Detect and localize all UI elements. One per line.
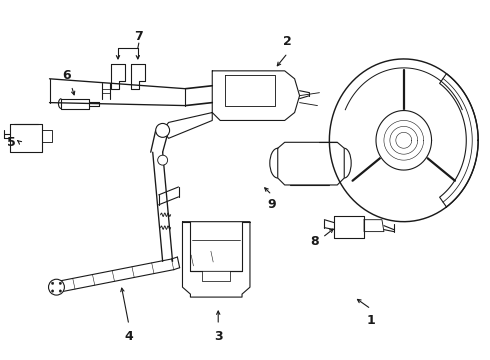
Circle shape — [49, 279, 64, 295]
Circle shape — [51, 282, 54, 284]
Text: 4: 4 — [124, 330, 133, 343]
Text: 3: 3 — [214, 330, 222, 343]
Circle shape — [158, 155, 168, 165]
Polygon shape — [202, 271, 230, 281]
Text: 2: 2 — [283, 35, 292, 48]
Text: 6: 6 — [62, 69, 71, 82]
Circle shape — [156, 123, 170, 137]
Text: 8: 8 — [310, 235, 319, 248]
Polygon shape — [440, 74, 478, 207]
Circle shape — [59, 282, 62, 284]
Polygon shape — [163, 113, 212, 138]
Polygon shape — [278, 142, 344, 185]
Polygon shape — [42, 130, 51, 142]
Polygon shape — [334, 216, 364, 238]
Circle shape — [51, 290, 54, 292]
Polygon shape — [376, 111, 432, 170]
Polygon shape — [212, 71, 299, 121]
Polygon shape — [364, 220, 384, 231]
Text: 1: 1 — [367, 314, 375, 327]
Polygon shape — [131, 64, 145, 89]
Polygon shape — [182, 222, 250, 297]
Circle shape — [59, 290, 62, 292]
Polygon shape — [10, 125, 42, 152]
Polygon shape — [61, 99, 89, 109]
Text: 9: 9 — [268, 198, 276, 211]
Polygon shape — [111, 64, 125, 89]
Text: 7: 7 — [134, 30, 143, 42]
Text: 5: 5 — [7, 136, 16, 149]
